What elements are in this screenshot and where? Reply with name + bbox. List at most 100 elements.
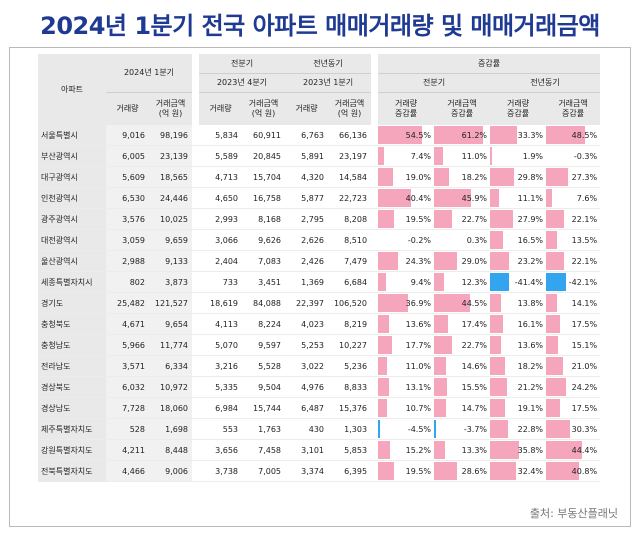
- volume-change-prev-year: 16.5%: [490, 229, 547, 251]
- amount-change-prev-quarter: 18.2%: [434, 166, 491, 188]
- change-value: 29.0%: [461, 256, 488, 266]
- column-gap: [192, 166, 200, 188]
- change-value: 19.5%: [405, 214, 432, 224]
- amount-change-prev-quarter: 13.3%: [434, 439, 491, 461]
- volume-2023q4: 733: [199, 271, 243, 293]
- amount-2023q1: 8,219: [328, 313, 372, 335]
- amount-change-prev-quarter: 17.4%: [434, 313, 491, 335]
- amount-2023q4: 15,704: [242, 166, 286, 188]
- amount-2024q1: 18,565: [149, 166, 193, 188]
- column-gap: [192, 208, 200, 230]
- volume-2023q1: 1,369: [285, 271, 329, 293]
- change-value: 40.4%: [405, 193, 432, 203]
- volume-change-prev-year: 11.1%: [490, 187, 547, 209]
- change-bar: [434, 441, 445, 459]
- column-gap: [192, 145, 200, 167]
- change-value: 7.6%: [576, 193, 598, 203]
- change-bar: [490, 357, 505, 375]
- table-row: 경상남도 7,728 18,060 6,984 15,744 6,487 15,376 10.…: [38, 397, 601, 419]
- header-prev-year: 전년동기: [285, 54, 372, 74]
- column-gap: [192, 250, 200, 272]
- volume-2024q1: 6,032: [106, 376, 149, 398]
- table-row: 광주광역시 3,576 10,025 2,993 8,168 2,795 8,208 19.5…: [38, 208, 601, 230]
- amount-2023q4: 8,168: [242, 208, 286, 230]
- amount-2024q1: 3,873: [149, 271, 193, 293]
- volume-2023q4: 5,070: [199, 334, 243, 356]
- volume-change-prev-quarter: 19.5%: [378, 460, 435, 482]
- volume-2023q1: 2,795: [285, 208, 329, 230]
- volume-change-prev-quarter: 36.9%: [378, 292, 435, 314]
- amount-2023q1: 7,479: [328, 250, 372, 272]
- amount-2023q1: 6,684: [328, 271, 372, 293]
- change-bar: [490, 378, 508, 396]
- volume-change-prev-year: 32.4%: [490, 460, 547, 482]
- volume-change-prev-quarter: 13.6%: [378, 313, 435, 335]
- table-row: 인천광역시 6,530 24,446 4,650 16,758 5,877 22,723 40…: [38, 187, 601, 209]
- volume-change-prev-quarter: -0.2%: [378, 229, 435, 251]
- amount-change-prev-year: 27.3%: [546, 166, 601, 188]
- region-name: 경상남도: [38, 397, 106, 419]
- header-amount: 거래금액 (억 원): [242, 92, 286, 125]
- header-label: 거래금액: [155, 99, 186, 108]
- change-bar: [378, 294, 408, 312]
- amount-change-prev-year: 48.5%: [546, 125, 601, 146]
- change-bar: [378, 420, 381, 438]
- volume-2023q1: 4,976: [285, 376, 329, 398]
- table-row: 대구광역시 5,609 18,565 4,713 15,704 4,320 14,584 19…: [38, 166, 601, 188]
- region-name: 대구광역시: [38, 166, 106, 188]
- amount-change-prev-quarter: 45.9%: [434, 187, 491, 209]
- header-label: 거래금액: [248, 99, 279, 108]
- change-bar: [378, 336, 393, 354]
- change-value: 24.3%: [405, 256, 432, 266]
- column-gap: [192, 271, 200, 293]
- amount-2023q4: 7,083: [242, 250, 286, 272]
- table-row: 울산광역시 2,988 9,133 2,404 7,083 2,426 7,479 24.3%…: [38, 250, 601, 272]
- amount-change-prev-quarter: 15.5%: [434, 376, 491, 398]
- amount-2023q4: 5,528: [242, 355, 286, 377]
- column-gap: [371, 54, 379, 125]
- header-2024q1: 2024년 1분기: [106, 54, 193, 93]
- amount-change-prev-quarter: 14.7%: [434, 397, 491, 419]
- amount-2024q1: 18,060: [149, 397, 193, 419]
- header-label: (억 원): [251, 109, 276, 118]
- table-row: 제주특별자치도 528 1,698 553 1,763 430 1,303 -4.5% -3.7…: [38, 418, 601, 440]
- change-value: 13.5%: [571, 235, 598, 245]
- column-gap: [192, 292, 200, 314]
- header-change: 증감률: [378, 54, 601, 74]
- change-value: 22.1%: [571, 256, 598, 266]
- volume-2023q1: 4,023: [285, 313, 329, 335]
- change-value: 40.8%: [571, 466, 598, 476]
- change-bar: [434, 336, 453, 354]
- table-row: 세종특별자치시 802 3,873 733 3,451 1,369 6,684 9.4% 12.…: [38, 271, 601, 293]
- change-value: -0.2%: [407, 235, 432, 245]
- volume-2023q4: 3,738: [199, 460, 243, 482]
- change-bar: [546, 252, 564, 270]
- change-value: 28.6%: [461, 466, 488, 476]
- volume-2023q1: 2,626: [285, 229, 329, 251]
- change-bar: [546, 231, 557, 249]
- amount-2024q1: 23,139: [149, 145, 193, 167]
- volume-change-prev-year: 13.8%: [490, 292, 547, 314]
- change-bar: [378, 147, 384, 165]
- column-gap: [371, 166, 379, 188]
- change-bar: [490, 399, 506, 417]
- volume-2023q1: 6,487: [285, 397, 329, 419]
- header-amount-change: 거래금액 증감률: [434, 92, 491, 125]
- volume-2023q4: 4,113: [199, 313, 243, 335]
- column-gap: [192, 334, 200, 356]
- change-bar: [434, 210, 453, 228]
- header-amount: 거래금액 (억 원): [149, 92, 193, 125]
- column-gap: [192, 187, 200, 209]
- region-name: 충청남도: [38, 334, 106, 356]
- amount-2024q1: 121,527: [149, 292, 193, 314]
- amount-2023q1: 1,303: [328, 418, 372, 440]
- volume-change-prev-year: 16.1%: [490, 313, 547, 335]
- header-volume-change: 거래량 증감률: [378, 92, 435, 125]
- change-value: 22.7%: [461, 340, 488, 350]
- region-name: 경상북도: [38, 376, 106, 398]
- amount-2023q4: 16,758: [242, 187, 286, 209]
- change-bar: [434, 315, 449, 333]
- change-bar: [434, 399, 446, 417]
- amount-change-prev-year: 24.2%: [546, 376, 601, 398]
- change-value: 44.5%: [461, 298, 488, 308]
